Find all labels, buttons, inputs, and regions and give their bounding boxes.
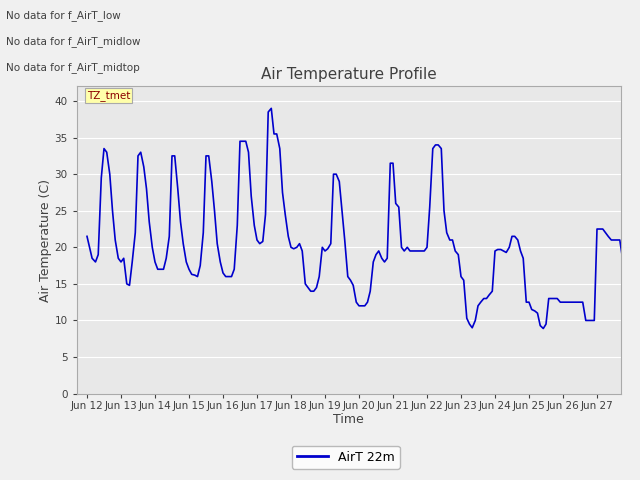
Text: TZ_tmet: TZ_tmet xyxy=(87,90,131,101)
Title: Air Temperature Profile: Air Temperature Profile xyxy=(261,68,436,83)
X-axis label: Time: Time xyxy=(333,413,364,426)
Y-axis label: Air Temperature (C): Air Temperature (C) xyxy=(39,179,52,301)
Text: No data for f_AirT_midtop: No data for f_AirT_midtop xyxy=(6,62,140,73)
Text: No data for f_AirT_midlow: No data for f_AirT_midlow xyxy=(6,36,141,47)
Text: No data for f_AirT_low: No data for f_AirT_low xyxy=(6,10,121,21)
Legend: AirT 22m: AirT 22m xyxy=(292,446,399,469)
